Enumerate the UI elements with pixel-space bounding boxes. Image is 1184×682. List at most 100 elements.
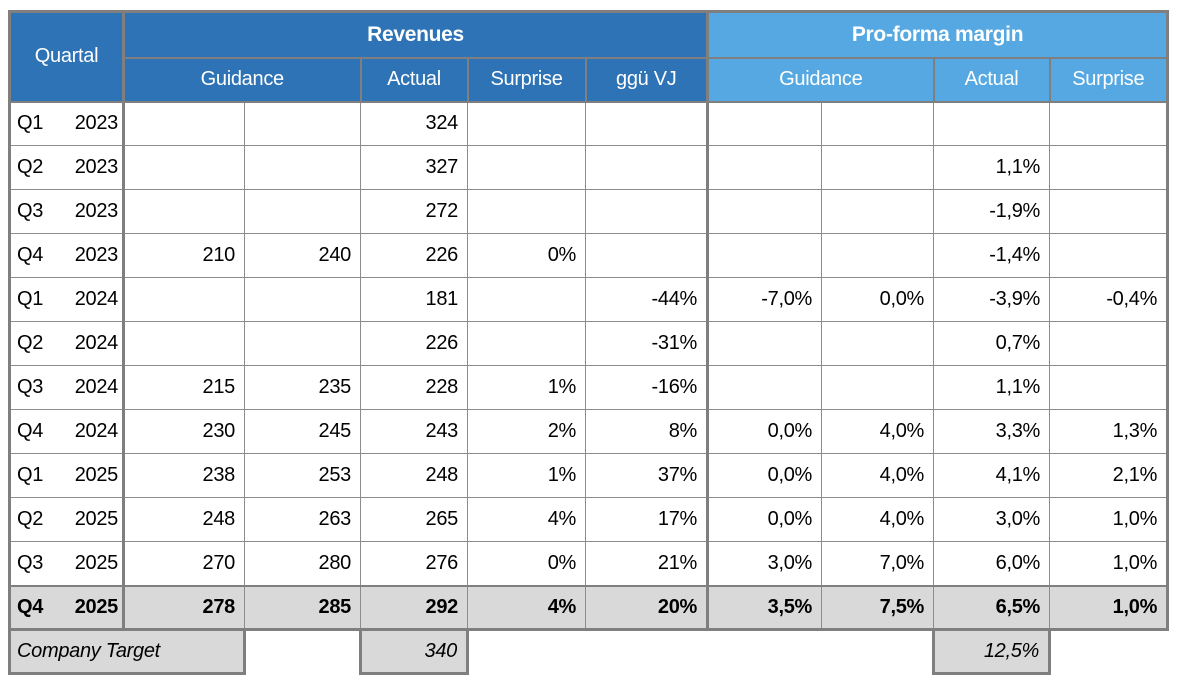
revenues-actual-cell: 265	[360, 497, 468, 542]
quarter-wrap: Q4 2024	[11, 420, 122, 443]
margin-guidance-low-cell	[707, 189, 823, 234]
table-row: Q2 2024 226 -31% 0,7%	[8, 321, 1170, 366]
revenues-surprise-cell: 4%	[467, 497, 586, 542]
quarterly-results-table: Quartal Revenues Pro-forma margin Guidan…	[8, 10, 1170, 675]
ggu-vj-cell	[584, 233, 710, 278]
revenues-actual-cell: 327	[360, 145, 468, 190]
table-row: Q1 2023 324	[8, 101, 1170, 146]
year-label: 2024	[74, 376, 119, 398]
revenues-guidance-low-cell: 270	[123, 541, 245, 586]
year-label: 2023	[74, 200, 119, 222]
table-row: Q3 2025 270 280 276 0% 21% 3,0% 7,0% 6,0…	[8, 541, 1170, 586]
margin-surprise-cell: 1,0%	[1049, 584, 1170, 631]
header-proforma-surprise: Surprise	[1048, 56, 1170, 103]
revenues-guidance-low-cell: 238	[123, 453, 245, 498]
revenues-surprise-cell	[467, 321, 586, 366]
revenues-guidance-high-cell: 280	[244, 541, 361, 586]
margin-actual-cell: 1,1%	[933, 145, 1051, 190]
table-header: Quartal Revenues Pro-forma margin Guidan…	[8, 10, 1170, 103]
margin-guidance-high-cell	[821, 189, 935, 234]
margin-guidance-high-cell	[821, 145, 935, 190]
revenues-guidance-low-cell	[123, 145, 245, 190]
header-proforma-group: Pro-forma margin	[706, 10, 1170, 59]
table-body: Q1 2023 324 Q2 2023 327 1,1%	[8, 101, 1170, 631]
margin-surprise-cell	[1049, 321, 1170, 366]
quarter-label: Q3	[17, 376, 44, 398]
ggu-vj-cell	[584, 101, 710, 146]
quarter-cell: Q1 2025	[8, 453, 125, 498]
quarter-cell: Q3 2024	[8, 365, 125, 410]
revenues-surprise-cell	[467, 145, 586, 190]
revenues-surprise-cell	[467, 101, 586, 146]
margin-surprise-cell	[1049, 189, 1170, 234]
margin-guidance-high-cell: 4,0%	[821, 453, 935, 498]
margin-actual-cell: 3,3%	[933, 409, 1051, 454]
revenues-guidance-low-cell	[123, 321, 245, 366]
margin-actual-cell	[933, 101, 1051, 146]
header-revenues-surprise: Surprise	[466, 56, 587, 103]
ggu-vj-cell: -31%	[584, 321, 710, 366]
quarter-cell: Q3 2023	[8, 189, 125, 234]
table-row: Q4 2024 230 245 243 2% 8% 0,0% 4,0% 3,3%…	[8, 409, 1170, 454]
quarter-label: Q1	[17, 288, 44, 310]
margin-actual-cell: -3,9%	[933, 277, 1051, 322]
year-label: 2024	[74, 288, 119, 310]
table-row: Q4 2025 278 285 292 4% 20% 3,5% 7,5% 6,5…	[8, 584, 1170, 631]
header-revenues-guidance: Guidance	[122, 56, 362, 103]
revenues-guidance-low-cell	[123, 101, 245, 146]
table-footer: Company Target 340 12,5%	[8, 628, 1168, 675]
margin-surprise-cell	[1049, 101, 1170, 146]
revenues-guidance-high-cell	[244, 321, 361, 366]
header-proforma-guidance: Guidance	[706, 56, 935, 103]
quarter-label: Q1	[17, 112, 44, 135]
header-quartal: Quartal	[8, 10, 125, 103]
ggu-vj-cell: 37%	[584, 453, 710, 498]
margin-surprise-cell	[1049, 365, 1170, 410]
company-target-margin: 12,5%	[932, 628, 1052, 675]
margin-guidance-high-cell: 0,0%	[821, 277, 935, 322]
margin-guidance-high-cell	[821, 321, 935, 366]
margin-actual-cell: 1,1%	[933, 365, 1051, 410]
revenues-surprise-cell: 0%	[467, 541, 586, 586]
ggu-vj-cell: 8%	[584, 409, 710, 454]
margin-guidance-low-cell	[707, 101, 823, 146]
revenues-guidance-high-cell: 263	[244, 497, 361, 542]
margin-surprise-cell: 1,0%	[1049, 497, 1170, 542]
revenues-actual-cell: 276	[360, 541, 468, 586]
year-label: 2023	[74, 156, 119, 178]
table-row: Q3 2023 272 -1,9%	[8, 189, 1170, 234]
quarter-wrap: Q1 2024	[11, 288, 122, 311]
margin-actual-cell: -1,9%	[933, 189, 1051, 234]
revenues-actual-cell: 228	[360, 365, 468, 410]
margin-actual-cell: 0,7%	[933, 321, 1051, 366]
company-target-revenue: 340	[359, 628, 469, 675]
revenues-surprise-cell: 1%	[467, 365, 586, 410]
empty-cell	[467, 629, 934, 674]
revenues-guidance-low-cell: 215	[123, 365, 245, 410]
quarter-cell: Q4 2023	[8, 233, 125, 278]
revenues-actual-cell: 181	[360, 277, 468, 322]
quarter-wrap: Q2 2024	[11, 332, 122, 355]
revenues-surprise-cell: 2%	[467, 409, 586, 454]
revenues-guidance-high-cell	[244, 277, 361, 322]
table-row: Q3 2024 215 235 228 1% -16% 1,1%	[8, 365, 1170, 410]
revenues-actual-cell: 272	[360, 189, 468, 234]
quarter-wrap: Q1 2023	[11, 112, 122, 135]
margin-actual-cell: 6,5%	[933, 584, 1051, 631]
margin-guidance-high-cell	[821, 101, 935, 146]
margin-guidance-low-cell	[707, 233, 823, 278]
quarter-label: Q2	[17, 332, 44, 354]
year-label: 2023	[74, 112, 119, 135]
table-row: Q4 2023 210 240 226 0% -1,4%	[8, 233, 1170, 278]
quarter-wrap: Q4 2023	[11, 244, 122, 267]
revenues-actual-cell: 226	[360, 233, 468, 278]
revenues-guidance-low-cell: 230	[123, 409, 245, 454]
year-label: 2025	[74, 508, 119, 530]
quarter-label: Q2	[17, 508, 44, 530]
quarter-label: Q1	[17, 464, 44, 486]
header-revenues-actual: Actual	[359, 56, 469, 103]
revenues-actual-cell: 324	[360, 101, 468, 146]
quarter-cell: Q2 2023	[8, 145, 125, 190]
revenues-surprise-cell: 0%	[467, 233, 586, 278]
